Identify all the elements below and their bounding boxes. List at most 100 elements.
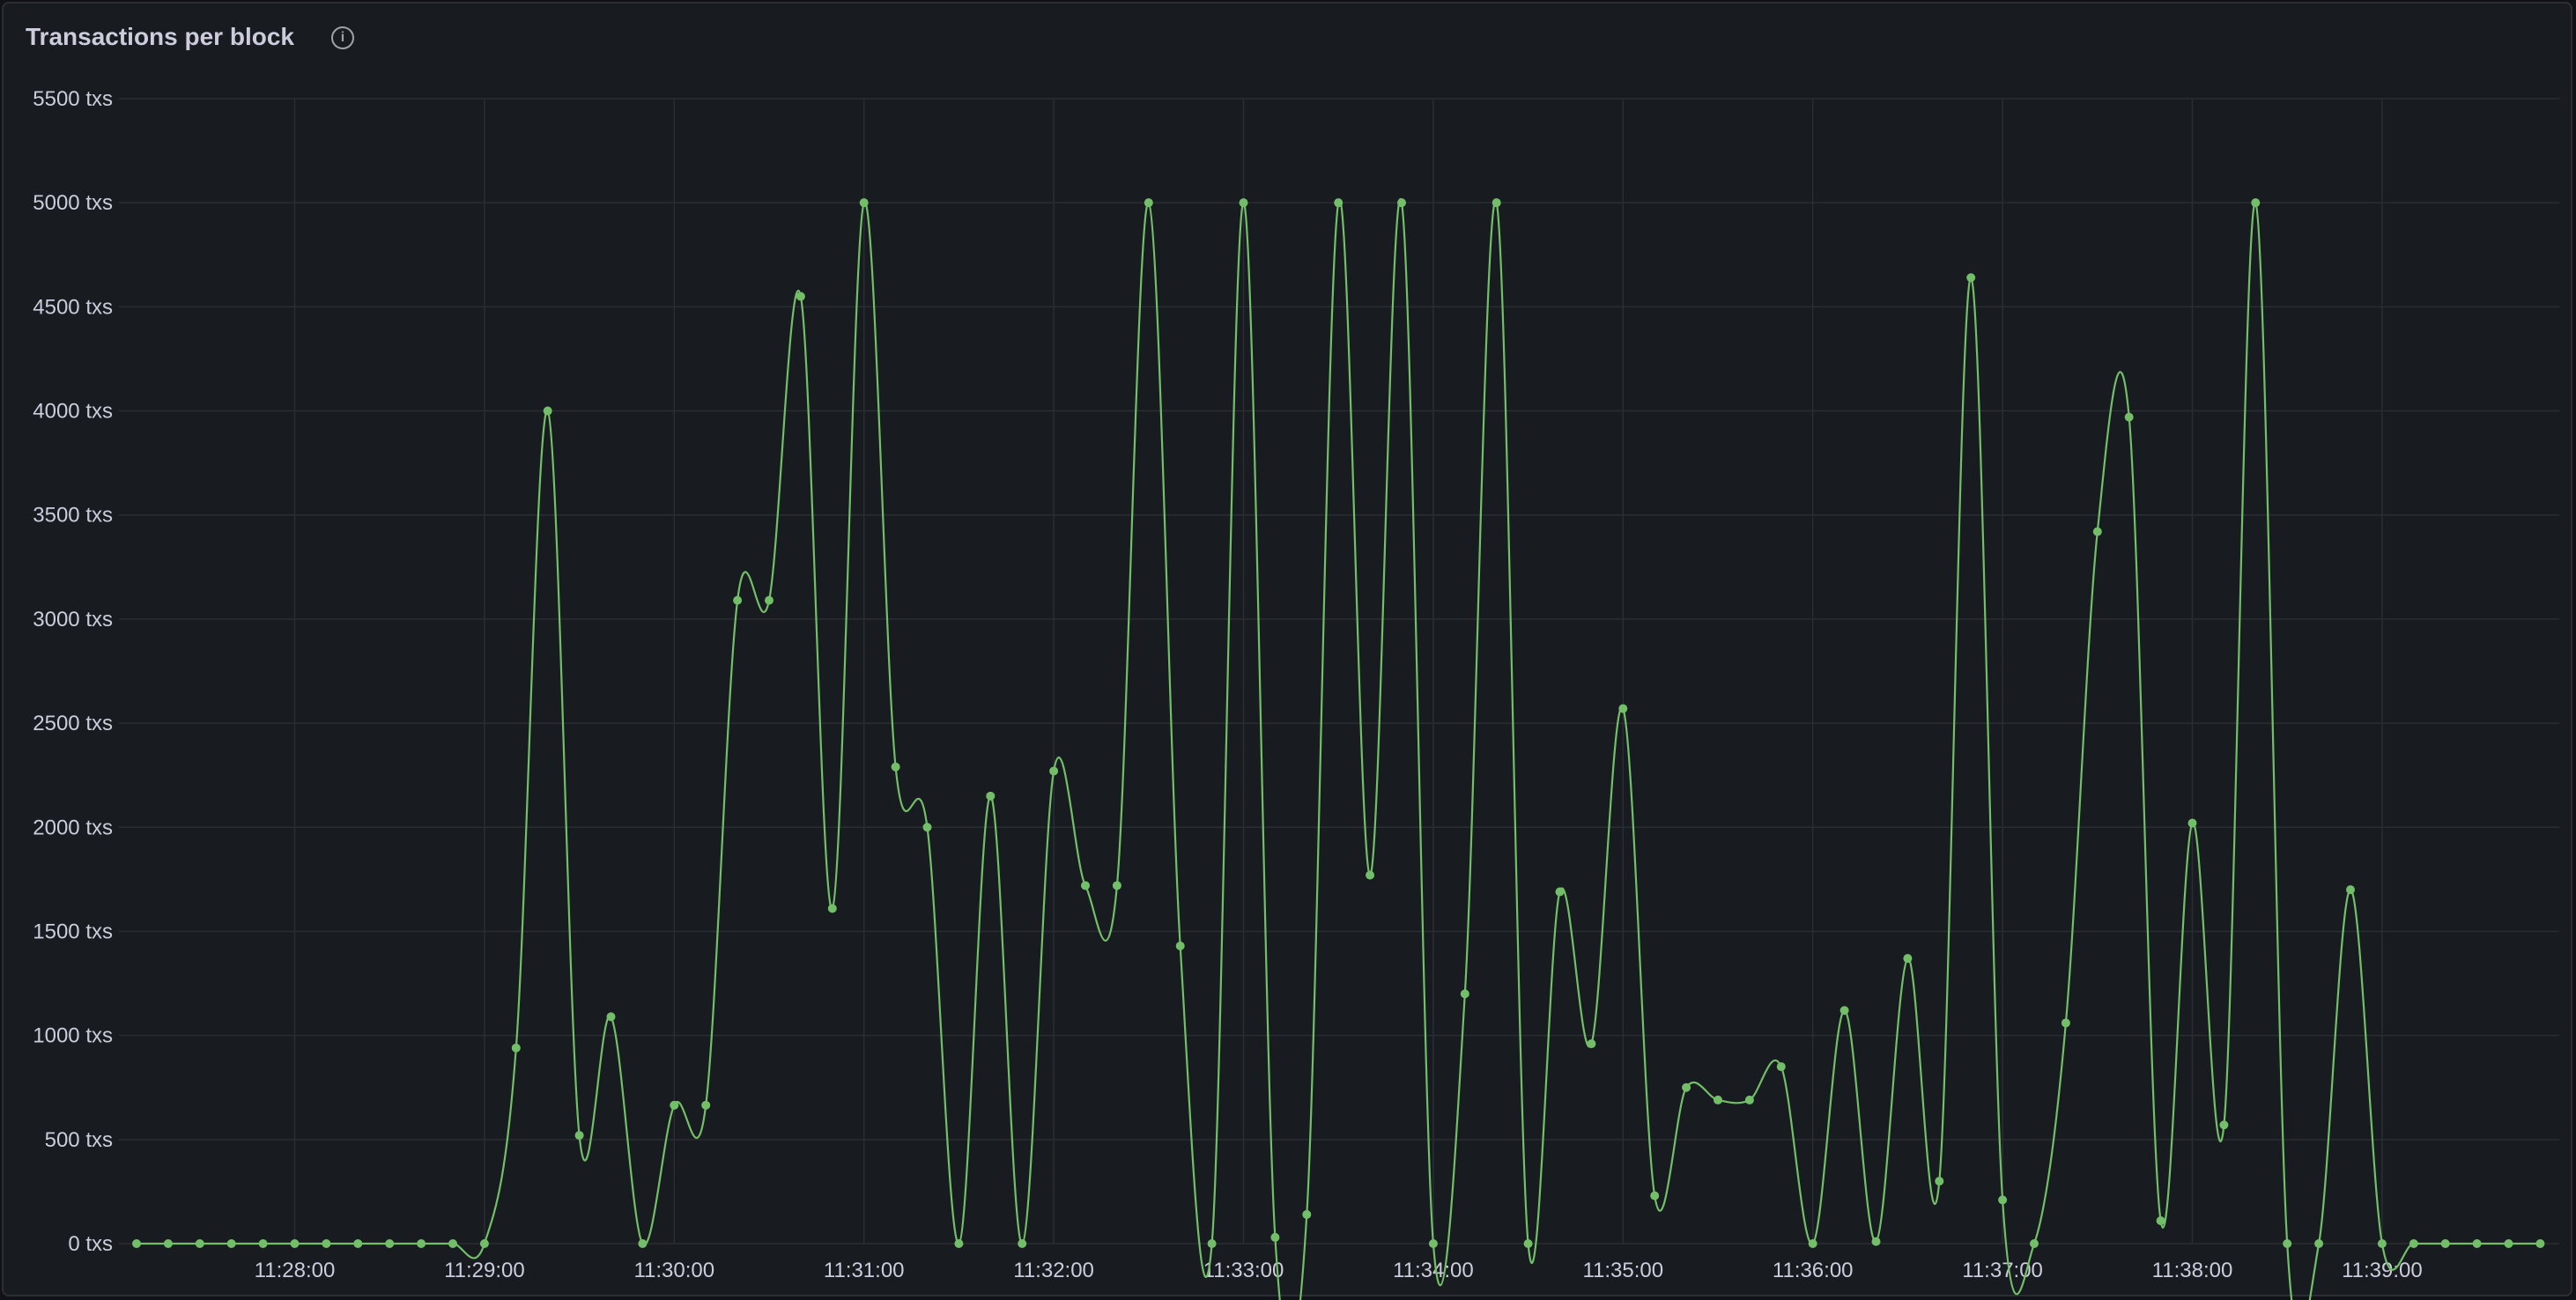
data-point <box>195 1239 204 1248</box>
data-point <box>954 1239 964 1248</box>
data-point <box>479 1239 489 1248</box>
series-line <box>137 198 2541 1300</box>
data-point <box>1460 989 1469 999</box>
data-point <box>1744 1095 1754 1104</box>
data-point <box>574 1131 584 1141</box>
data-point <box>1966 273 1976 283</box>
x-tick-label: 11:33:00 <box>1203 1259 1284 1282</box>
data-point <box>827 904 837 913</box>
data-point <box>922 823 932 832</box>
data-point <box>2409 1239 2418 1248</box>
data-point <box>163 1239 173 1248</box>
x-tick-label: 11:37:00 <box>1962 1259 2043 1282</box>
data-point <box>1808 1239 1817 1248</box>
x-tick-label: 11:30:00 <box>633 1259 714 1282</box>
data-point <box>2283 1239 2292 1248</box>
data-point <box>1903 954 1913 964</box>
x-tick-label: 11:28:00 <box>255 1259 336 1282</box>
data-point <box>670 1100 679 1110</box>
data-point <box>417 1239 426 1248</box>
x-tick-label: 11:39:00 <box>2342 1259 2423 1282</box>
data-point <box>2346 885 2355 895</box>
data-point <box>290 1239 300 1248</box>
data-point <box>1587 1039 1596 1049</box>
y-tick-label: 500 txs <box>45 1128 113 1152</box>
y-tick-label: 5000 txs <box>33 191 113 215</box>
data-point <box>353 1239 363 1248</box>
y-tick-label: 4500 txs <box>33 295 113 319</box>
data-point <box>1397 198 1406 208</box>
y-tick-label: 0 txs <box>68 1232 113 1256</box>
data-point <box>2251 198 2261 208</box>
data-point <box>765 595 774 605</box>
x-tick-label: 11:29:00 <box>444 1259 525 1282</box>
data-point <box>1682 1082 1691 1092</box>
y-tick-label: 1000 txs <box>33 1024 113 1048</box>
y-tick-label: 4000 txs <box>33 400 113 424</box>
data-point <box>2187 818 2197 828</box>
data-point <box>701 1100 711 1110</box>
data-point <box>638 1239 648 1248</box>
data-point <box>511 1043 521 1053</box>
data-point <box>1112 881 1121 890</box>
data-point <box>1270 1232 1280 1242</box>
y-tick-label: 3500 txs <box>33 504 113 528</box>
data-point <box>1523 1239 1533 1248</box>
data-point <box>2535 1239 2545 1248</box>
data-point <box>132 1239 141 1248</box>
x-tick-label: 11:34:00 <box>1393 1259 1474 1282</box>
y-tick-label: 2500 txs <box>33 712 113 735</box>
data-point <box>258 1239 268 1248</box>
data-point <box>1871 1237 1881 1246</box>
data-point <box>1492 198 1501 208</box>
x-tick-label: 11:32:00 <box>1013 1259 1094 1282</box>
data-point <box>543 406 552 416</box>
data-point <box>322 1239 331 1248</box>
data-point <box>1302 1209 1312 1219</box>
data-point <box>1018 1239 1027 1248</box>
data-point <box>2472 1239 2482 1248</box>
info-icon[interactable]: i <box>331 26 354 49</box>
data-point <box>1239 198 1248 208</box>
data-point <box>1081 881 1090 890</box>
data-point <box>2061 1018 2070 1028</box>
data-point <box>606 1012 616 1022</box>
data-point <box>1998 1195 2008 1205</box>
data-point <box>1935 1177 1944 1186</box>
y-tick-label: 2000 txs <box>33 816 113 839</box>
x-tick-label: 11:38:00 <box>2152 1259 2233 1282</box>
data-point <box>859 198 869 208</box>
data-point <box>733 595 743 605</box>
x-tick-label: 11:31:00 <box>824 1259 905 1282</box>
data-point <box>1175 942 1185 950</box>
data-point <box>2124 412 2134 422</box>
panel-title: Transactions per block <box>26 23 294 50</box>
data-point <box>1144 198 1153 208</box>
data-point <box>226 1239 236 1248</box>
data-point <box>891 762 900 772</box>
data-point <box>986 791 996 801</box>
data-point <box>2030 1239 2039 1248</box>
data-point <box>2314 1239 2324 1248</box>
data-point <box>2156 1216 2165 1225</box>
data-point <box>1776 1062 1786 1072</box>
data-point <box>1366 870 1375 880</box>
data-point <box>1714 1095 1722 1104</box>
data-point <box>2377 1239 2387 1248</box>
data-point <box>2440 1239 2450 1248</box>
data-point <box>2092 527 2102 536</box>
data-point <box>1650 1191 1660 1200</box>
data-point <box>1049 766 1059 776</box>
data-point <box>2504 1239 2513 1248</box>
x-tick-label: 11:36:00 <box>1773 1259 1854 1282</box>
data-point <box>1207 1239 1217 1248</box>
data-point <box>1428 1239 1438 1248</box>
data-point <box>2219 1120 2229 1130</box>
y-tick-label: 3000 txs <box>33 608 113 632</box>
y-tick-label: 5500 txs <box>33 87 113 111</box>
y-tick-label: 1500 txs <box>33 920 113 943</box>
data-point <box>1618 704 1628 713</box>
data-point <box>448 1239 457 1248</box>
